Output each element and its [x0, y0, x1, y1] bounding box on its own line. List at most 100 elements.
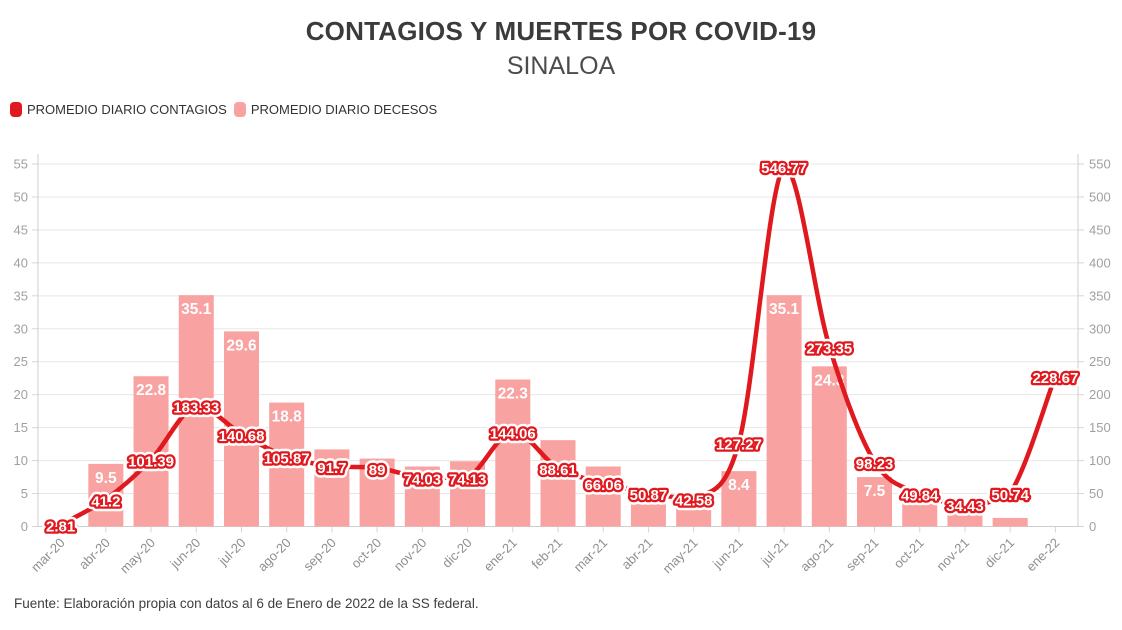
- line-point-mar-21[interactable]: [600, 479, 607, 487]
- y-left-tick-label: 35: [14, 288, 28, 303]
- line-label-mar-21: 66.06: [584, 477, 622, 494]
- line-point-dic-21[interactable]: [1006, 489, 1014, 497]
- x-axis-label-sep-21: sep-21: [843, 535, 882, 574]
- line-point-feb-21[interactable]: [554, 464, 562, 472]
- line-point-may-21[interactable]: [690, 495, 697, 502]
- line-label-may-21: 42.58: [675, 492, 713, 509]
- y-right-tick-label: 200: [1089, 387, 1111, 402]
- line-label-sep-21: 98.23: [856, 456, 894, 473]
- x-axis-label-abr-21: abr-21: [618, 535, 655, 572]
- bar-decesos-abr-20[interactable]: [88, 463, 124, 527]
- line-point-jul-21[interactable]: [780, 162, 788, 170]
- line-label-jul-20: 140.68: [219, 428, 265, 445]
- line-point-oct-20[interactable]: [373, 464, 381, 472]
- bar-decesos-ago-20[interactable]: [269, 402, 305, 527]
- bar-label-jun-21: 8.4: [728, 477, 750, 494]
- line-point-oct-21[interactable]: [916, 490, 923, 497]
- y-left-tick-label: 0: [21, 519, 28, 534]
- bar-decesos-jul-20[interactable]: [223, 331, 259, 527]
- contagios-swatch-icon: [10, 102, 22, 117]
- x-axis-label-sep-20: sep-20: [300, 535, 339, 574]
- x-axis-label-jul-20: jul-20: [215, 535, 249, 569]
- x-axis-label-oct-20: oct-20: [348, 535, 384, 571]
- line-point-abr-21[interactable]: [645, 489, 652, 497]
- y-left-tick-label: 30: [14, 321, 28, 336]
- x-axis-label-ago-20: ago-20: [255, 535, 294, 574]
- line-label-nov-20: 74.03: [404, 472, 442, 489]
- line-point-sep-20[interactable]: [328, 462, 336, 470]
- line-point-dic-20[interactable]: [464, 474, 471, 481]
- line-label-ago-21: 273.35: [806, 340, 852, 357]
- x-axis-label-may-20: may-20: [117, 535, 158, 576]
- x-axis-label-mar-20: mar-20: [28, 535, 68, 575]
- y-left-tick-label: 10: [14, 453, 28, 468]
- bar-decesos-dic-20[interactable]: [450, 461, 486, 527]
- bar-decesos-jun-21[interactable]: [721, 471, 757, 527]
- y-right-tick-label: 450: [1089, 222, 1111, 237]
- bar-decesos-sep-21[interactable]: [857, 477, 893, 527]
- x-axis-label-dic-21: dic-21: [982, 535, 1018, 571]
- bar-decesos-ene-21[interactable]: [495, 379, 531, 527]
- line-label-feb-21: 88.61: [539, 462, 577, 479]
- line-point-ago-21[interactable]: [826, 343, 833, 350]
- line-label-may-20: 101.39: [128, 454, 174, 471]
- line-label-ene-22: 228.67: [1032, 370, 1078, 387]
- bar-label-ago-20: 18.8: [272, 409, 303, 426]
- bar-decesos-jul-21[interactable]: [766, 295, 802, 527]
- line-label-abr-20: 41.2: [91, 493, 120, 510]
- line-label-abr-21: 50.87: [630, 487, 668, 504]
- line-point-ene-21[interactable]: [509, 428, 516, 435]
- y-left-tick-label: 40: [14, 255, 28, 270]
- bar-decesos-may-21[interactable]: [676, 504, 712, 527]
- line-point-jul-20[interactable]: [238, 430, 245, 437]
- line-point-jun-20[interactable]: [193, 402, 200, 409]
- y-right-tick-label: 0: [1089, 519, 1096, 534]
- bar-label-may-20: 22.8: [136, 382, 167, 399]
- line-label-oct-21: 49.84: [901, 488, 939, 505]
- bar-decesos-ago-21[interactable]: [811, 366, 847, 527]
- bar-decesos-nov-21[interactable]: [947, 512, 983, 527]
- bar-decesos-may-20[interactable]: [133, 376, 169, 527]
- line-label-nov-21: 34.43: [946, 498, 984, 515]
- y-right-tick-label: 500: [1089, 189, 1111, 204]
- x-axis-label-ene-22: ene-22: [1023, 535, 1062, 574]
- line-point-abr-20[interactable]: [102, 496, 110, 503]
- line-point-may-20[interactable]: [147, 456, 155, 463]
- line-point-ago-20[interactable]: [283, 453, 290, 460]
- line-point-nov-20[interactable]: [419, 474, 426, 481]
- decesos-swatch-icon: [233, 102, 246, 117]
- bar-decesos-oct-21[interactable]: [902, 502, 938, 527]
- bar-decesos-abr-21[interactable]: [630, 497, 666, 527]
- legend-label-contagios: PROMEDIO DIARIO CONTAGIOS: [27, 102, 227, 117]
- x-axis-label-nov-21: nov-21: [933, 535, 972, 574]
- line-point-ene-22[interactable]: [1052, 372, 1059, 379]
- line-label-jul-21: 546.77: [761, 160, 807, 177]
- bar-decesos-feb-21[interactable]: [540, 440, 576, 527]
- y-right-tick-label: 300: [1089, 321, 1111, 336]
- x-axis-label-nov-20: nov-20: [391, 535, 430, 574]
- line-label-oct-20: 89: [369, 462, 386, 479]
- line-label-dic-21: 50.74: [991, 487, 1029, 504]
- line-label-jun-21: 127.27: [716, 437, 762, 454]
- bar-decesos-mar-21[interactable]: [585, 466, 621, 527]
- legend: PROMEDIO DIARIO CONTAGIOS PROMEDIO DIARI…: [10, 102, 437, 117]
- x-axis-label-ago-21: ago-21: [797, 535, 836, 574]
- line-label-dic-20: 74.13: [449, 472, 487, 489]
- x-axis-label-dic-20: dic-20: [439, 535, 475, 571]
- line-label-mar-20: 2.81: [46, 519, 75, 536]
- x-axis-label-jun-21: jun-21: [709, 535, 746, 572]
- line-point-sep-21[interactable]: [871, 458, 878, 465]
- y-left-tick-label: 20: [14, 387, 28, 402]
- y-right-tick-label: 250: [1089, 354, 1111, 369]
- source-note: Fuente: Elaboración propia con datos al …: [14, 596, 479, 611]
- legend-item-contagios[interactable]: PROMEDIO DIARIO CONTAGIOS: [10, 102, 227, 117]
- bar-decesos-dic-21[interactable]: [992, 517, 1028, 527]
- line-point-nov-21[interactable]: [961, 500, 969, 508]
- x-axis-label-abr-20: abr-20: [76, 535, 113, 572]
- legend-item-decesos[interactable]: PROMEDIO DIARIO DECESOS: [233, 102, 438, 117]
- legend-label-decesos: PROMEDIO DIARIO DECESOS: [250, 102, 438, 117]
- line-point-mar-20[interactable]: [57, 521, 64, 528]
- y-left-tick-label: 15: [14, 420, 28, 435]
- line-point-jun-21[interactable]: [735, 439, 743, 446]
